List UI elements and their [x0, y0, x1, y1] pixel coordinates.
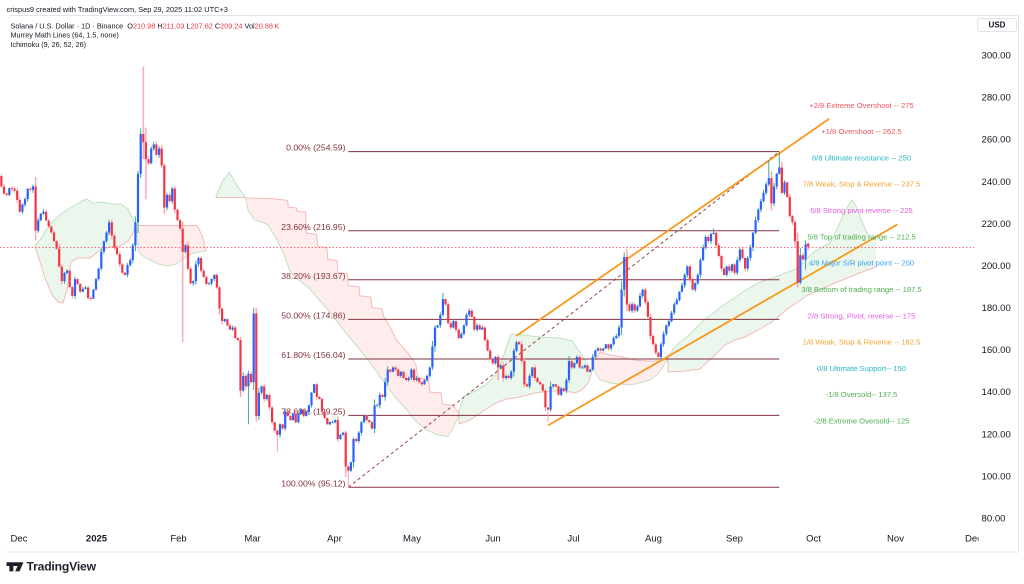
- svg-text:-1/8 Oversold-- 137.5: -1/8 Oversold-- 137.5: [826, 390, 898, 399]
- svg-text:Mar: Mar: [244, 534, 260, 545]
- svg-text:2/8 Strong, Pivot, reverse --: 2/8 Strong, Pivot, reverse -- 175: [808, 311, 916, 320]
- svg-text:80.00: 80.00: [982, 514, 1006, 525]
- svg-text:1/8 Weak, Stop & Reverse -- 1: 1/8 Weak, Stop & Reverse -- 162.5: [803, 338, 921, 347]
- svg-text:Apr: Apr: [327, 534, 342, 545]
- svg-text:2025: 2025: [86, 534, 108, 545]
- svg-text:160.00: 160.00: [982, 345, 1011, 356]
- svg-text:240.00: 240.00: [982, 177, 1011, 188]
- svg-text:-2/8 Extreme Oversold-- 125: -2/8 Extreme Oversold-- 125: [814, 417, 910, 426]
- svg-text:Feb: Feb: [170, 534, 186, 545]
- svg-text:260.00: 260.00: [982, 135, 1011, 146]
- svg-text:4/8 Major S/R pivot point --: 4/8 Major S/R pivot point -- 200: [809, 259, 914, 268]
- svg-text:TradingView: TradingView: [27, 559, 97, 573]
- svg-text:5/8 Top of trading range -- 2: 5/8 Top of trading range -- 212.5: [807, 232, 915, 241]
- svg-text:Aug: Aug: [645, 534, 662, 545]
- svg-text:120.00: 120.00: [982, 429, 1011, 440]
- svg-text:100.00% (95.12): 100.00% (95.12): [281, 478, 345, 488]
- svg-text:280.00: 280.00: [982, 93, 1011, 104]
- svg-text:Ichimoku (9, 26, 52, 26): Ichimoku (9, 26, 52, 26): [11, 40, 87, 49]
- svg-text:Jun: Jun: [485, 534, 500, 545]
- svg-text:Jul: Jul: [567, 534, 579, 545]
- svg-text:180.00: 180.00: [982, 303, 1011, 314]
- svg-text:Dec: Dec: [11, 534, 28, 545]
- svg-text:23.60% (216.95): 23.60% (216.95): [281, 222, 345, 232]
- svg-text:220.00: 220.00: [982, 219, 1011, 230]
- svg-text:7/8 Weak, Stop & Reverse -- 2: 7/8 Weak, Stop & Reverse -- 237.5: [803, 180, 921, 189]
- svg-text:Sep: Sep: [726, 534, 743, 545]
- svg-text:Solana / U.S. Dollar · 1D · Bi: Solana / U.S. Dollar · 1D · Binance O210…: [11, 21, 280, 30]
- svg-text:0.00% (254.59): 0.00% (254.59): [286, 143, 346, 153]
- svg-text:Dec: Dec: [965, 534, 982, 545]
- svg-text:61.80% (156.04): 61.80% (156.04): [281, 350, 345, 360]
- svg-text:3/8 Bottom of trading range --: 3/8 Bottom of trading range -- 187.5: [801, 285, 921, 294]
- svg-text:50.00% (174.86): 50.00% (174.86): [281, 310, 345, 320]
- svg-text:+1/8 Overshoot -- 262.5: +1/8 Overshoot -- 262.5: [821, 127, 901, 136]
- svg-text:Oct: Oct: [806, 534, 821, 545]
- svg-text:100.00: 100.00: [982, 471, 1011, 482]
- svg-text:May: May: [403, 534, 421, 545]
- svg-text:300.00: 300.00: [982, 51, 1011, 62]
- svg-text:+2/8 Extreme Overshoot -- 275: +2/8 Extreme Overshoot -- 275: [809, 101, 913, 110]
- svg-text:USD: USD: [989, 21, 1006, 30]
- svg-text:38.20% (193.67): 38.20% (193.67): [281, 271, 345, 281]
- svg-text:crispus9 created with TradingV: crispus9 created with TradingView.com, S…: [7, 5, 228, 14]
- svg-text:Nov: Nov: [887, 534, 904, 545]
- svg-text:8/8 Ultimate resistance -- 25: 8/8 Ultimate resistance -- 250: [812, 153, 911, 162]
- svg-text:78.60% (129.25): 78.60% (129.25): [281, 406, 345, 416]
- svg-text:140.00: 140.00: [982, 387, 1011, 398]
- svg-text:6/8 Strong pivot reverse -- 2: 6/8 Strong pivot reverse -- 225: [810, 206, 913, 215]
- svg-text:0/8 Ultimate Support-- 150: 0/8 Ultimate Support-- 150: [817, 364, 906, 373]
- svg-text:Murrey Math Lines (64, 1.5, no: Murrey Math Lines (64, 1.5, none): [11, 30, 119, 39]
- svg-text:200.00: 200.00: [982, 261, 1011, 272]
